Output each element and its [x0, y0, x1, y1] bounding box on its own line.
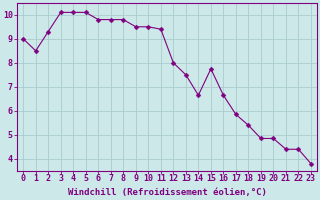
- X-axis label: Windchill (Refroidissement éolien,°C): Windchill (Refroidissement éolien,°C): [68, 188, 267, 197]
